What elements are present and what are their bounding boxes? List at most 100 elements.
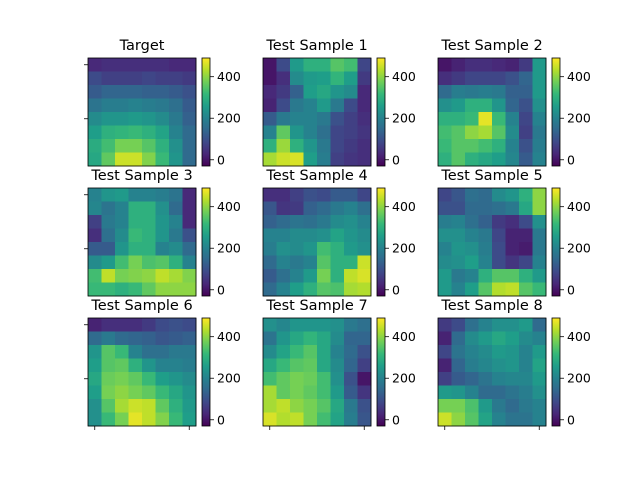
heatmap-cell <box>357 71 372 86</box>
heatmap-cell <box>88 255 102 270</box>
heatmap-cell <box>465 188 479 202</box>
heatmap-cell <box>451 372 466 386</box>
heatmap-cell <box>182 215 197 229</box>
colorbar-tick-label: 400 <box>217 329 241 344</box>
heatmap-cell <box>330 125 345 140</box>
panel-7: Test Sample 7 0 200 400 <box>262 298 416 430</box>
heatmap-cell <box>142 269 156 283</box>
colorbar-frame <box>201 187 211 297</box>
heatmap-cell <box>317 358 331 373</box>
heatmap-cell <box>344 331 358 346</box>
heatmap-cell <box>142 318 156 332</box>
heatmap-cell <box>303 318 318 332</box>
heatmap-cell <box>155 269 170 283</box>
heatmap-cell <box>128 399 143 413</box>
heatmap-frame <box>437 57 547 167</box>
heatmap-cell <box>438 85 452 99</box>
heatmap-cell <box>169 399 183 413</box>
heatmap-cell <box>519 215 533 229</box>
colorbar-tick-label: 0 <box>217 152 225 167</box>
heatmap-cell <box>492 139 506 153</box>
heatmap-cell <box>465 242 479 256</box>
heatmap-cell <box>532 255 547 270</box>
heatmap-cell <box>276 201 291 216</box>
heatmap-cell <box>276 85 291 99</box>
heatmap-cell <box>182 125 197 140</box>
heatmap-cell <box>330 412 345 427</box>
heatmap-cell <box>451 125 466 140</box>
heatmap-cell <box>303 139 318 153</box>
heatmap-cell <box>465 318 479 332</box>
heatmap-cell <box>465 385 479 400</box>
colorbar-tick-label: 200 <box>217 241 241 256</box>
heatmap-cell <box>344 85 358 99</box>
heatmap-cell <box>519 139 533 153</box>
heatmap-cell <box>263 228 277 243</box>
colorbar-frame <box>551 57 561 167</box>
heatmap-cell <box>492 318 506 332</box>
heatmap-cell <box>155 85 170 99</box>
heatmap-cell <box>451 331 466 346</box>
heatmap-cell <box>519 331 533 346</box>
heatmap-cell <box>451 71 466 86</box>
heatmap-cell <box>303 125 318 140</box>
heatmap-cell <box>519 242 533 256</box>
heatmap-cell <box>303 152 318 167</box>
heatmap-cell <box>155 242 170 256</box>
colorbar-tick-label: 200 <box>392 371 416 386</box>
heatmap-cell <box>344 385 358 400</box>
heatmap-cell <box>344 228 358 243</box>
heatmap-cell <box>128 98 143 113</box>
heatmap-cell <box>182 71 197 86</box>
heatmap-cell <box>451 85 466 99</box>
heatmap-cell <box>478 125 493 140</box>
heatmap-cell <box>505 345 520 359</box>
heatmap-cell <box>465 139 479 153</box>
heatmap-cell <box>182 152 197 167</box>
heatmap-cell <box>465 255 479 270</box>
heatmap-cell <box>492 255 506 270</box>
colorbar-tick-label: 0 <box>567 412 575 427</box>
heatmap-cell <box>169 71 183 86</box>
heatmap-cell <box>344 71 358 86</box>
heatmap-cell <box>303 255 318 270</box>
heatmap-cell <box>451 58 466 72</box>
heatmap-cell <box>303 228 318 243</box>
heatmap-cell <box>357 112 372 126</box>
heatmap-cell <box>303 98 318 113</box>
heatmap-cell <box>303 215 318 229</box>
heatmap-cell <box>532 215 547 229</box>
heatmap-cell <box>519 58 533 72</box>
heatmap-cell <box>169 58 183 72</box>
heatmap-cell <box>155 282 170 297</box>
heatmap-cell <box>142 188 156 202</box>
heatmap-cell <box>317 399 331 413</box>
heatmap-cell <box>344 399 358 413</box>
heatmap-cell <box>344 412 358 427</box>
heatmap-cell <box>263 58 277 72</box>
heatmap-cell <box>290 412 304 427</box>
heatmap-cell <box>115 152 129 167</box>
heatmap-cell <box>169 188 183 202</box>
heatmap-cell <box>330 112 345 126</box>
colorbar-frame <box>551 187 561 297</box>
colorbar <box>377 58 385 166</box>
colorbar-tick-label: 200 <box>392 241 416 256</box>
heatmap-cell <box>88 412 102 427</box>
heatmap-cell <box>115 201 129 216</box>
colorbar-tick-label: 0 <box>567 282 575 297</box>
heatmap-cell <box>317 125 331 140</box>
heatmap-cell <box>478 98 493 113</box>
heatmap-cell <box>155 112 170 126</box>
heatmap-cell <box>357 201 372 216</box>
heatmap-cell <box>357 358 372 373</box>
colorbar-tick-label: 0 <box>392 152 400 167</box>
heatmap-cell <box>438 318 452 332</box>
heatmap-cell <box>101 139 116 153</box>
heatmap-cell <box>182 85 197 99</box>
heatmap-cell <box>344 125 358 140</box>
heatmap-cell <box>182 345 197 359</box>
heatmap-frame <box>87 57 197 167</box>
heatmap-cell <box>276 71 291 86</box>
heatmap-cell <box>330 255 345 270</box>
